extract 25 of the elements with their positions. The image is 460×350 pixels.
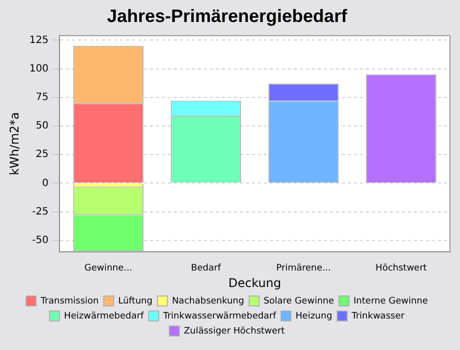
legend-label: Interne Gewinne — [354, 296, 428, 306]
y-tick-label: 0 — [42, 178, 48, 189]
y-tick-label: 25 — [36, 149, 48, 160]
y-tick-label: -25 — [32, 206, 48, 218]
y-tick-label: 100 — [29, 63, 48, 74]
x-tick-label: Höchstwert — [376, 264, 428, 274]
y-tick-label: 125 — [29, 34, 48, 46]
y-tick-label: 50 — [36, 120, 48, 132]
y-axis-title: kWh/m2*a — [7, 112, 22, 176]
x-axis-title: Deckung — [228, 276, 282, 290]
x-tick-label: Bedarf — [191, 264, 222, 274]
legend-label: Transmission — [40, 296, 99, 306]
legend-label: Heizwärmebedarf — [64, 311, 144, 322]
legend-label: Lüftung — [118, 296, 152, 306]
legend-label: Trinkwasserwärmebedarf — [162, 311, 277, 322]
legend-label: Zulässiger Höchstwert — [184, 326, 286, 336]
legend-label: Trinkwasser — [350, 311, 405, 322]
y-tick-label: 75 — [36, 92, 48, 103]
legend-label: Solare Gewinne — [264, 296, 334, 306]
x-tick-label: Primärene... — [276, 264, 331, 274]
legend-label: Heizung — [296, 311, 332, 322]
chart-title: Jahres-Primärenergiebedarf — [106, 6, 348, 26]
legend-label: Nachabsenkung — [172, 296, 244, 306]
y-tick-label: -50 — [32, 234, 48, 246]
x-tick-label: Gewinne... — [84, 264, 132, 274]
